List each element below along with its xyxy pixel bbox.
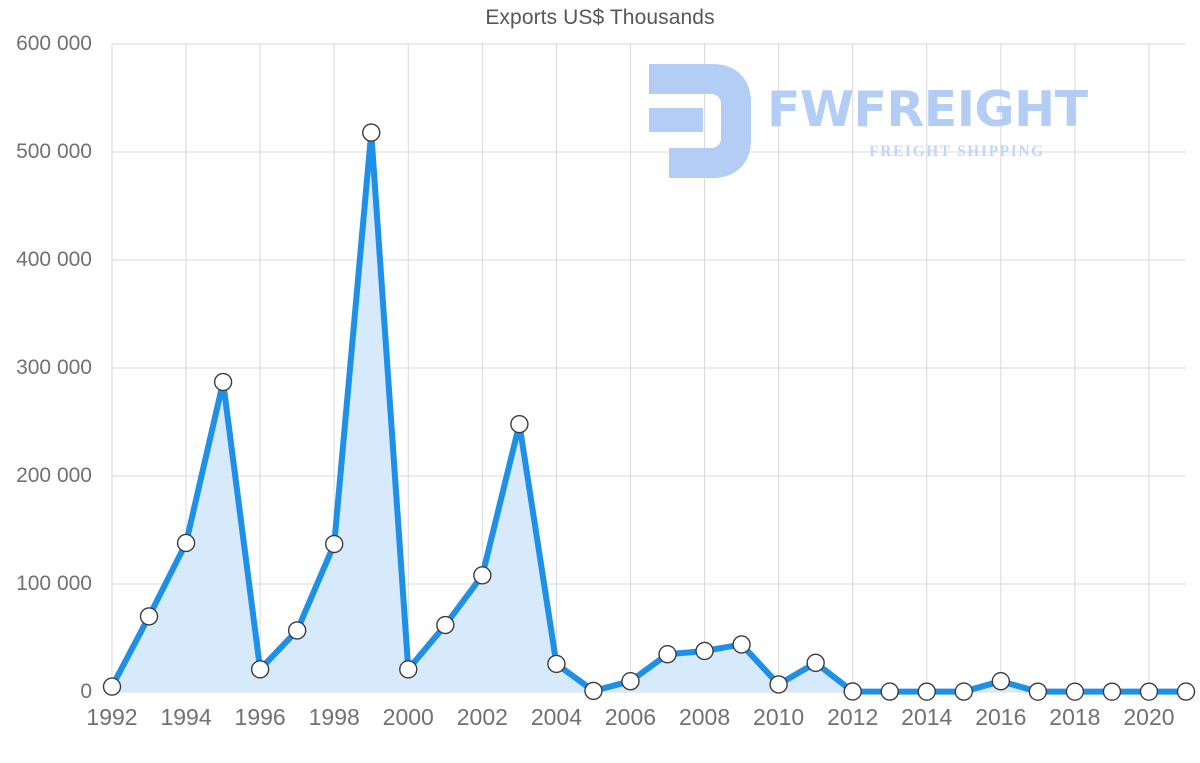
data-point-marker[interactable] [287,621,307,640]
x-axis-tick-label: 1992 [86,704,138,730]
y-axis-tick-label: 100 000 [16,572,92,595]
data-point-marker[interactable] [176,533,196,553]
y-axis-tick-label: 600 000 [16,32,92,55]
x-axis-tick-label: 2012 [827,704,879,730]
data-point-marker[interactable] [510,414,529,434]
chart-title: Exports US$ Thousands [485,6,715,29]
x-axis-tick-label: 1994 [160,704,212,730]
data-point-marker[interactable] [1065,682,1085,701]
x-axis-tick-label: 2010 [753,704,805,730]
data-point-marker[interactable] [547,654,566,674]
data-point-marker[interactable] [695,641,714,661]
x-axis-tick-label: 2016 [975,704,1027,730]
y-axis-tick-label: 400 000 [16,248,92,271]
data-point-marker[interactable] [806,653,825,673]
data-point-marker[interactable] [362,123,381,142]
data-point-marker[interactable] [880,682,899,701]
y-axis-labels: 0 100 000 200 000 300 000 400 000 500 000 600 … [0,0,92,763]
data-point-marker[interactable] [1028,682,1048,701]
data-point-marker[interactable] [954,682,973,701]
x-axis-tick-label: 2006 [604,704,657,730]
data-point-marker[interactable] [769,675,788,694]
y-axis-tick-label: 300 000 [16,356,92,379]
x-axis-tick-label: 2018 [1049,704,1101,730]
data-point-marker[interactable] [1102,682,1122,701]
data-point-marker[interactable] [250,660,270,679]
data-point-marker[interactable] [991,672,1011,691]
data-point-marker[interactable] [658,645,677,664]
data-point-marker[interactable] [102,677,122,696]
x-axis-tick-label: 2020 [1123,704,1175,730]
y-axis-tick-label: 200 000 [16,464,92,487]
x-axis-tick-label: 1996 [234,704,286,730]
x-axis-tick-label: 2008 [678,704,731,730]
x-axis-tick-label: 2004 [530,704,582,730]
data-point-marker[interactable] [473,566,492,585]
x-axis-tick-label: 2014 [901,704,953,730]
x-axis-tick-label: 2000 [382,704,434,730]
x-axis-tick-label: 2002 [456,704,508,730]
data-point-marker[interactable] [917,682,936,701]
data-point-marker[interactable] [843,682,862,701]
y-axis-tick-label: 0 [80,680,92,703]
data-point-marker[interactable] [139,607,159,626]
data-point-marker[interactable] [399,660,418,679]
grid-lines [111,43,1186,693]
data-point-marker[interactable] [732,635,751,654]
data-point-markers [102,123,1196,701]
area-fill [112,132,1186,692]
data-point-marker[interactable] [584,681,603,701]
y-axis-tick-label: 500 000 [16,140,92,163]
x-axis-tick-label: 1998 [308,704,360,730]
data-point-marker[interactable] [1139,682,1159,701]
data-point-marker[interactable] [436,615,455,635]
data-point-marker[interactable] [1176,682,1196,701]
data-point-marker[interactable] [325,534,344,554]
data-point-marker[interactable] [621,672,640,691]
data-point-marker[interactable] [213,372,233,392]
series-line [109,129,1189,695]
